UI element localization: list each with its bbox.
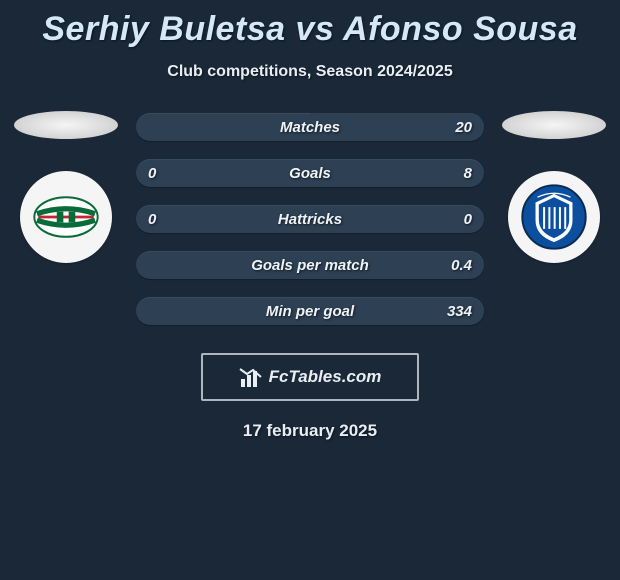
club-badge-left (20, 171, 112, 263)
player-photo-right (502, 111, 606, 139)
stats-card: Serhiy Buletsa vs Afonso Sousa Club comp… (0, 0, 620, 441)
left-side (14, 111, 118, 263)
stat-row: Goals per match 0.4 (136, 251, 484, 279)
stat-value-right: 0 (464, 211, 472, 228)
stat-row: 0 Hattricks 0 (136, 205, 484, 233)
player-photo-left (14, 111, 118, 139)
date-label: 17 february 2025 (0, 421, 620, 441)
stat-bars: Matches 20 0 Goals 8 0 Hattricks 0 Goals per mat… (136, 113, 484, 325)
stat-row: Matches 20 (136, 113, 484, 141)
lech-poznan-crest-icon (521, 184, 587, 250)
stat-value-right: 8 (464, 165, 472, 182)
comparison-area: Matches 20 0 Goals 8 0 Hattricks 0 Goals per mat… (0, 111, 620, 325)
brand-box[interactable]: FcTables.com (201, 353, 419, 401)
club-badge-right (508, 171, 600, 263)
stat-row: Min per goal 334 (136, 297, 484, 325)
stat-label: Hattricks (278, 211, 342, 228)
page-title: Serhiy Buletsa vs Afonso Sousa (0, 10, 620, 49)
stat-row: 0 Goals 8 (136, 159, 484, 187)
stat-value-left: 0 (148, 165, 156, 182)
stat-label: Goals per match (251, 257, 369, 274)
stat-label: Goals (289, 165, 331, 182)
stat-value-right: 20 (455, 119, 472, 136)
lechia-gdansk-crest-icon (33, 184, 99, 250)
right-side (502, 111, 606, 263)
bar-chart-icon (239, 365, 263, 389)
page-subtitle: Club competitions, Season 2024/2025 (0, 63, 620, 81)
stat-label: Min per goal (266, 303, 354, 320)
brand-label: FcTables.com (269, 367, 382, 387)
stat-value-right: 0.4 (451, 257, 472, 274)
stat-value-right: 334 (447, 303, 472, 320)
stat-value-left: 0 (148, 211, 156, 228)
stat-label: Matches (280, 119, 340, 136)
